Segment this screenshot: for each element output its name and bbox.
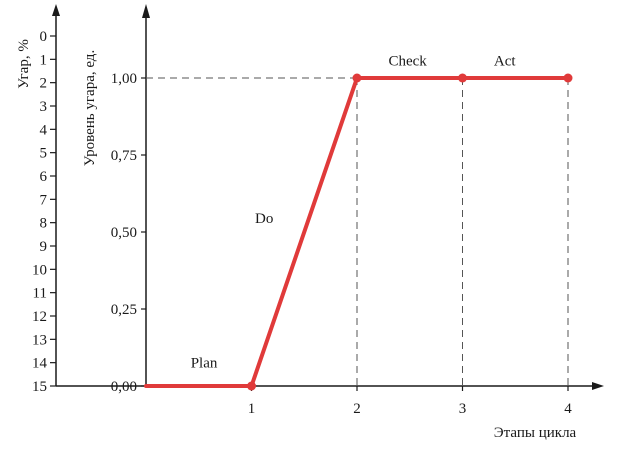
secondary-axis-arrow [52, 4, 60, 16]
primary-axis-group: 0,00 0,25 0,50 0,75 1,00 1 2 3 4 [56, 4, 604, 417]
primary-axis-label: Уровень угара, ед. [82, 50, 98, 166]
phase-label: Check [388, 54, 427, 70]
secondary-tick-label: 9 [40, 239, 48, 255]
secondary-tick-label: 7 [40, 192, 48, 208]
x-axis-label: Этапы цикла [494, 425, 577, 441]
secondary-tick-label: 12 [32, 309, 47, 325]
secondary-tick-label: 15 [32, 379, 47, 395]
series-point [352, 73, 362, 83]
series-group [144, 73, 573, 391]
secondary-tick-label: 1 [40, 52, 48, 68]
x-tick-label: 3 [459, 401, 467, 417]
series-point [247, 381, 256, 391]
y-tick-label: 0,50 [111, 225, 137, 241]
reference-lines [146, 77, 569, 386]
secondary-tick-label: 11 [33, 286, 47, 302]
x-tick-label: 4 [564, 401, 572, 417]
secondary-tick-label: 13 [32, 332, 47, 348]
x-axis-arrow [592, 382, 604, 390]
x-tick-label: 2 [353, 401, 361, 417]
series-point [458, 73, 467, 83]
y-tick-label: 0,25 [111, 302, 137, 318]
secondary-axis-label: Угар, % [16, 39, 32, 89]
phase-label: Act [494, 54, 516, 70]
y-axis-arrow [142, 4, 150, 18]
series-point [563, 73, 573, 83]
secondary-tick-label: 3 [40, 99, 48, 115]
secondary-tick-label: 8 [40, 216, 48, 232]
secondary-tick-label: 6 [40, 169, 48, 185]
phase-labels: Plan Do Check Act [191, 54, 517, 372]
x-tick-label: 1 [248, 401, 256, 417]
secondary-tick-label: 14 [32, 356, 48, 372]
secondary-tick-label: 2 [40, 76, 48, 92]
secondary-tick-label: 0 [40, 29, 48, 45]
y-tick-label: 0,00 [111, 379, 137, 395]
secondary-tick-label: 10 [32, 262, 47, 278]
y-tick-label: 1,00 [111, 71, 137, 87]
phase-label: Do [255, 211, 273, 227]
secondary-tick-label: 5 [40, 146, 48, 162]
phase-label: Plan [191, 356, 218, 372]
y-tick-label: 0,75 [111, 148, 137, 164]
series-line [144, 76, 570, 388]
secondary-tick-label: 4 [40, 122, 48, 138]
